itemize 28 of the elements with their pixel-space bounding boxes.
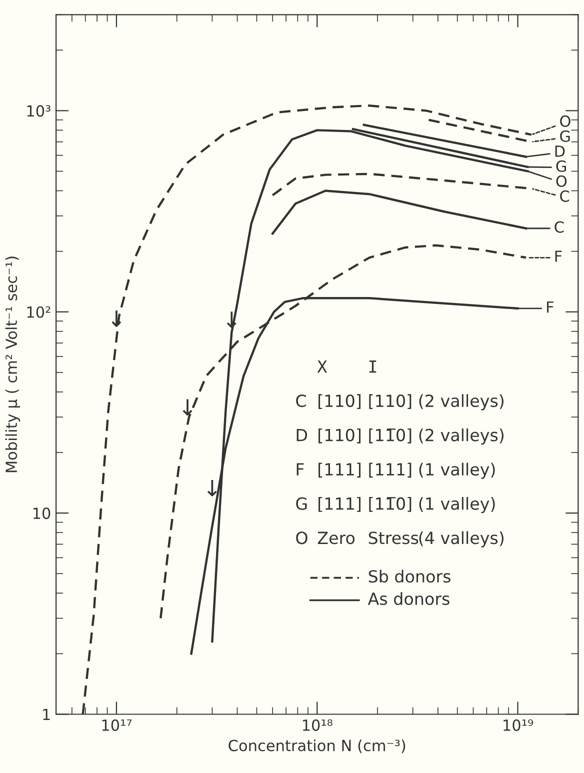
annotation: ↓ [182, 399, 192, 416]
x-tick-label: 10¹⁹ [504, 719, 534, 731]
annotation: As donors [368, 592, 450, 606]
legend-label: C [560, 190, 570, 202]
legend-label: O [560, 115, 570, 127]
series-label: O [556, 175, 567, 187]
legend-label: D [555, 146, 565, 157]
y-tick-label: 10 [33, 508, 50, 520]
annotation: C [110] [110] (2 valleys) [296, 394, 504, 410]
legend-label: F [547, 302, 554, 313]
annotation: O Zero Stress(4 valleys) [296, 531, 504, 548]
x-axis-title: Concentration N (cm⁻³) [228, 739, 406, 754]
legend-label: F [555, 250, 562, 262]
legend-label: G [560, 130, 570, 142]
y-tick-label: 1 [43, 708, 50, 720]
annotation: ↓ [207, 480, 217, 496]
y-tick-label: 10² [27, 306, 50, 318]
legend-label: G [556, 160, 566, 172]
annotation: G [111] [11̅0] (1 valley) [296, 497, 495, 514]
x-tick-label: 10¹⁷ [102, 719, 132, 731]
x-tick-label: 10¹⁸ [302, 719, 332, 731]
y-axis-title: Mobility μ ( cm² Volt⁻¹ sec⁻¹) [5, 256, 20, 472]
legend-label: C [554, 221, 564, 233]
annotation: F [111] [111] (1 valley) [296, 462, 495, 479]
text: X I [317, 360, 376, 373]
y-tick-label: 10³ [27, 105, 50, 117]
annotation: Sb donors [368, 570, 450, 583]
annotation: D [110] [11̅0] (2 valleys) [296, 428, 504, 445]
